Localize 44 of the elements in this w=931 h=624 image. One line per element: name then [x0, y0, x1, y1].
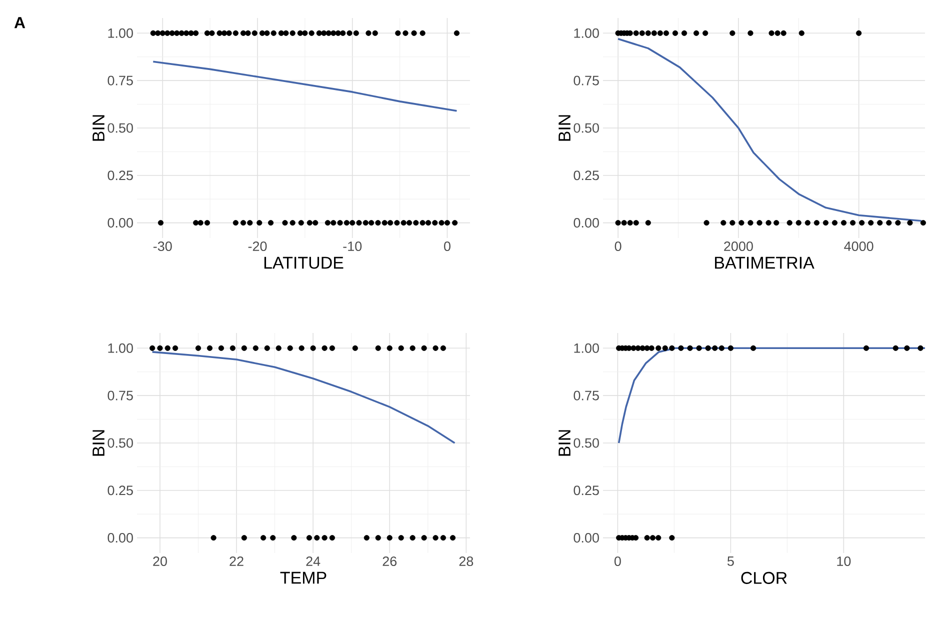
y-tick-label: 0.25 [108, 170, 133, 180]
x-tick-label: 0 [614, 242, 622, 252]
x-tick-label: 22 [230, 556, 244, 566]
x-tick-label: -30 [153, 242, 172, 252]
y-tick-label: 1.00 [108, 343, 133, 353]
x-tick-label: 26 [382, 556, 397, 566]
y-tick-label: 0.50 [574, 438, 599, 448]
y-tick-label: 0.75 [574, 76, 599, 86]
x-axis-title: LATITUDE [264, 256, 344, 269]
y-axis-title: BIN [558, 115, 570, 141]
x-axis-title: CLOR [741, 572, 787, 584]
y-axis-title: BIN [92, 430, 104, 456]
y-tick-label: 0.50 [574, 123, 599, 133]
x-tick-label: 28 [459, 556, 474, 566]
x-tick-label: 24 [306, 556, 320, 566]
y-tick-label: 0.75 [108, 76, 133, 86]
x-tick-label: 4000 [844, 242, 874, 252]
x-tick-label: -20 [248, 242, 267, 252]
y-tick-label: 0.25 [574, 170, 599, 180]
y-tick-label: 0.00 [108, 218, 133, 228]
y-axis-title: BIN [558, 430, 570, 456]
x-tick-label: 5 [727, 556, 734, 566]
y-tick-label: 1.00 [574, 343, 599, 353]
y-tick-label: 0.25 [108, 486, 133, 496]
x-tick-label: 0 [444, 242, 450, 252]
y-tick-label: 0.50 [108, 438, 133, 448]
y-tick-label: 0.00 [574, 218, 599, 228]
text: A [14, 17, 26, 28]
y-tick-label: 0.50 [108, 123, 133, 133]
x-tick-label: 0 [614, 556, 621, 566]
y-tick-label: 0.00 [574, 533, 599, 543]
x-tick-label: 20 [153, 556, 167, 566]
y-tick-label: 0.25 [574, 486, 599, 496]
x-axis-title: TEMP [280, 572, 326, 584]
x-axis-title: BATIMETRIA [715, 256, 814, 269]
y-tick-label: 0.75 [108, 390, 133, 400]
y-tick-label: 1.00 [574, 28, 599, 38]
x-tick-label: -10 [343, 242, 362, 252]
y-tick-label: 1.00 [108, 28, 133, 38]
y-tick-label: 0.00 [108, 533, 133, 543]
y-axis-title: BIN [92, 115, 104, 141]
x-tick-label: 10 [837, 556, 851, 566]
y-tick-label: 0.75 [574, 390, 599, 400]
x-tick-label: 2000 [724, 242, 753, 252]
